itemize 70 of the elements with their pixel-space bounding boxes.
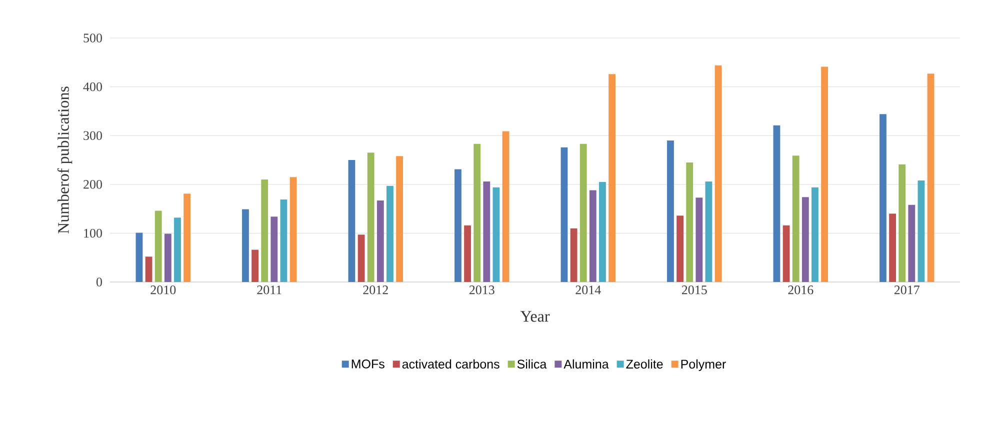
legend-label: Silica <box>517 359 547 369</box>
x-axis-title: Year <box>520 311 550 322</box>
bar <box>270 216 278 282</box>
x-tick-label: 2013 <box>469 286 494 294</box>
bar <box>386 186 394 282</box>
bar <box>483 181 490 282</box>
bar <box>252 250 258 282</box>
bar <box>261 180 268 282</box>
legend-label: MOFs <box>352 360 384 368</box>
x-tick-label: 2011 <box>257 286 282 294</box>
bar <box>367 152 374 282</box>
x-tick-label: 2010 <box>150 286 176 294</box>
y-tick-label: 200 <box>84 180 102 189</box>
bar <box>792 156 800 282</box>
bar <box>358 234 365 282</box>
bar <box>696 198 703 282</box>
bar <box>908 204 916 282</box>
y-axis-title: Numberof publications <box>57 86 72 234</box>
bar <box>348 160 356 282</box>
bar <box>502 131 510 282</box>
legend-label: Polymer <box>681 359 726 372</box>
bar <box>290 177 297 282</box>
y-tick-label: 0 <box>96 278 102 286</box>
bar <box>560 147 568 282</box>
x-tick-label: 2012 <box>363 286 388 294</box>
x-tick-label: 2015 <box>682 286 707 294</box>
x-tick-label: 2014 <box>576 286 601 294</box>
bar <box>396 156 403 282</box>
bar <box>570 228 578 282</box>
legend-label: Alumina <box>564 359 609 369</box>
bar <box>474 144 481 282</box>
bar <box>454 169 462 282</box>
x-tick-label: 2017 <box>894 286 920 294</box>
bar <box>242 209 249 282</box>
bar <box>599 182 606 282</box>
y-tick-label: 300 <box>84 131 102 140</box>
bar <box>686 162 694 282</box>
x-tick-label: 2016 <box>788 286 814 294</box>
bar <box>184 194 190 282</box>
bar <box>821 66 828 282</box>
bar <box>889 214 896 282</box>
bar <box>880 114 886 282</box>
bar <box>492 187 500 282</box>
bar <box>918 180 925 282</box>
bar <box>145 256 152 282</box>
bar <box>376 200 384 282</box>
bar <box>705 181 712 282</box>
bar <box>676 216 684 282</box>
bar <box>580 144 587 282</box>
bar <box>136 232 143 282</box>
bar <box>280 200 288 282</box>
legend-label: Zeolite <box>626 359 663 369</box>
bar <box>154 210 162 282</box>
bar <box>608 74 616 282</box>
bar <box>174 218 181 282</box>
y-tick-label: 500 <box>84 34 102 42</box>
y-tick-label: 400 <box>83 82 102 92</box>
bar <box>802 197 809 282</box>
bar <box>667 140 674 282</box>
bar <box>773 125 780 282</box>
bar <box>782 225 790 282</box>
legend-label: activated carbons <box>402 359 500 369</box>
bar <box>164 234 172 282</box>
bar <box>927 74 934 282</box>
y-tick-label: 100 <box>84 228 102 238</box>
bar <box>714 65 722 282</box>
bar <box>812 187 818 282</box>
bar <box>589 190 596 282</box>
bar <box>898 164 906 282</box>
bar <box>464 225 471 282</box>
